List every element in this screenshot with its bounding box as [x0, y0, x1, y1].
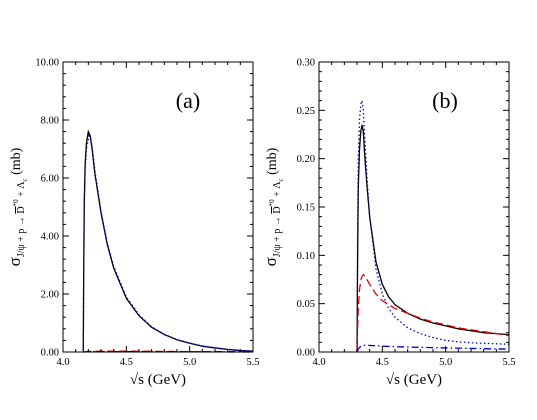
y-axis-label-part: D: [16, 206, 27, 213]
x-tick-label: 4.5: [376, 357, 389, 368]
y-tick-label: 0.15: [297, 203, 315, 214]
y-tick-label: 0.20: [297, 154, 315, 165]
y-axis-label-part: J/ψ + p →: [16, 214, 27, 258]
y-tick-label: 6.00: [41, 174, 59, 185]
y-tick-label: 2.00: [41, 290, 59, 301]
x-axis-label: √s (GeV): [130, 372, 186, 388]
series-line-solid: [83, 132, 253, 352]
y-axis-label-part: J/ψ + p →: [272, 214, 283, 258]
y-axis-label-part: (mb): [265, 147, 280, 178]
y-tick-label: 0.00: [297, 348, 315, 359]
y-axis-label-part: + Λ: [16, 181, 27, 200]
y-tick-label: 4.00: [41, 232, 59, 243]
series-line-dotted: [83, 136, 253, 352]
x-tick-label: 4.0: [56, 357, 69, 368]
y-axis-label-part: σ: [261, 257, 280, 266]
y-tick-label: 8.00: [41, 116, 59, 127]
x-tick-label: 5.0: [439, 357, 452, 368]
plot-frame: [63, 62, 253, 352]
y-tick-label: 0.00: [41, 348, 59, 359]
y-tick-label: 0.30: [297, 58, 315, 69]
series-line-solid: [357, 125, 509, 352]
x-tick-label: 4.5: [120, 357, 133, 368]
y-tick-label: 0.10: [297, 251, 315, 262]
plot-frame: [319, 62, 509, 352]
y-axis-label-part: σ: [5, 257, 24, 266]
x-tick-label: 4.0: [312, 357, 325, 368]
x-axis-label: √s (GeV): [386, 372, 442, 388]
panel-label: (a): [176, 88, 200, 113]
x-tick-label: 5.5: [246, 357, 259, 368]
panel-b: 4.0 4.5 5.0 5.5 0.00 0.05 0.10 0.15 0.20 0.25 0.30…: [261, 58, 516, 389]
y-axis-label-part: (mb): [9, 147, 24, 178]
y-tick-label: 0.25: [297, 106, 315, 117]
y-axis-label: σJ/ψ + p → D*0 + Λc (mb): [261, 147, 285, 266]
y-axis-label: σJ/ψ + p → D*0 + Λc (mb): [5, 147, 29, 266]
panel-a: 4.0 4.5 5.0 5.5 0.00 2.00 4.00 6.00 8.00 10.00 (a)…: [5, 58, 260, 389]
y-tick-label: 10.00: [35, 58, 59, 69]
x-tick-label: 5.0: [183, 357, 196, 368]
series-line-dashed: [357, 275, 509, 352]
series-line-dotted: [357, 101, 509, 352]
y-tick-label: 0.05: [297, 299, 315, 310]
x-tick-label: 5.5: [502, 357, 515, 368]
y-axis-label-part: + Λ: [272, 181, 283, 200]
y-axis-label-part: D: [272, 206, 283, 213]
panel-label: (b): [432, 88, 458, 113]
